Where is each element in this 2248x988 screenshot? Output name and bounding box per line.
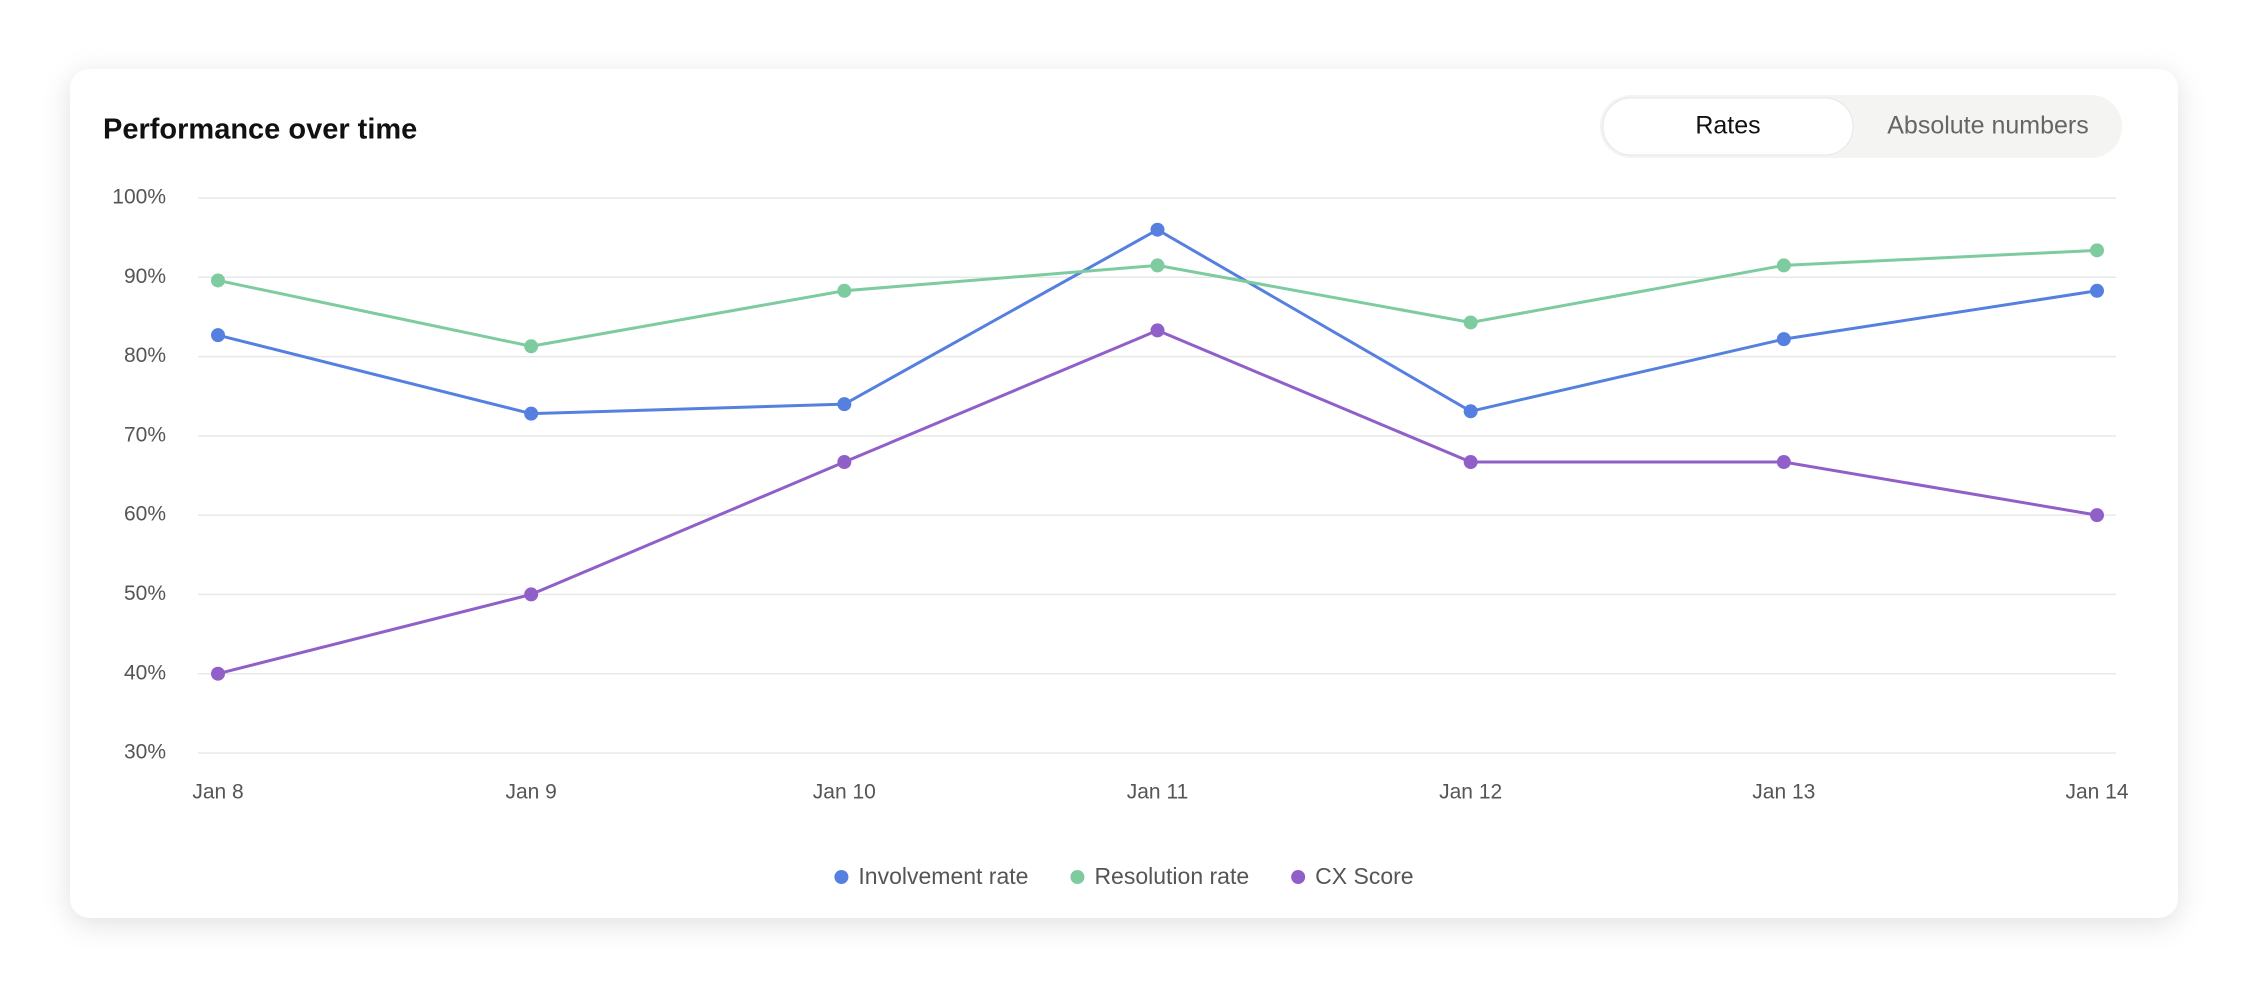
y-tick-label: 50% (124, 582, 166, 605)
data-point (837, 455, 852, 470)
y-tick-label: 60% (124, 503, 166, 526)
x-tick-label: Jan 9 (505, 781, 556, 804)
x-tick-label: Jan 14 (2065, 781, 2128, 804)
y-tick-label: 80% (124, 344, 166, 367)
data-point (1463, 455, 1478, 470)
data-point (1150, 222, 1165, 237)
legend-label: Involvement rate (858, 863, 1028, 889)
legend-marker (1070, 870, 1085, 884)
data-point (2090, 283, 2104, 298)
toggle-option[interactable]: Rates (1695, 112, 1760, 140)
data-point (1776, 332, 1791, 347)
legend-marker (1291, 870, 1306, 884)
data-point (211, 328, 225, 343)
legend-label: CX Score (1315, 863, 1413, 889)
data-point (1150, 258, 1165, 273)
data-point (1776, 258, 1791, 273)
data-point (837, 397, 852, 412)
legend-label: Resolution rate (1094, 863, 1249, 889)
x-tick-label: Jan 10 (813, 781, 876, 804)
x-tick-label: Jan 11 (1127, 781, 1189, 804)
x-tick-label: Jan 12 (1439, 781, 1502, 804)
data-point (1776, 455, 1791, 470)
data-point (211, 273, 225, 288)
data-point (837, 283, 852, 298)
y-tick-label: 30% (124, 741, 166, 764)
data-point (2090, 508, 2104, 523)
x-tick-label: Jan 13 (1752, 781, 1815, 804)
toggle-active[interactable] (1602, 97, 1854, 156)
y-tick-label: 90% (124, 265, 166, 288)
y-tick-label: 40% (124, 661, 166, 684)
y-tick-label: 70% (124, 423, 166, 446)
data-point (211, 666, 225, 681)
data-point (1150, 323, 1165, 338)
data-point (524, 587, 539, 602)
x-tick-label: Jan 8 (192, 781, 243, 804)
y-tick-label: 100% (112, 186, 166, 209)
data-point (1463, 404, 1478, 419)
data-point (2090, 243, 2104, 258)
legend-marker (834, 870, 849, 884)
data-point (1463, 315, 1478, 330)
chart-title: Performance over time (103, 114, 417, 146)
toggle-option[interactable]: Absolute numbers (1887, 112, 2089, 140)
data-point (524, 339, 539, 354)
data-point (524, 406, 539, 421)
card (70, 69, 2178, 918)
